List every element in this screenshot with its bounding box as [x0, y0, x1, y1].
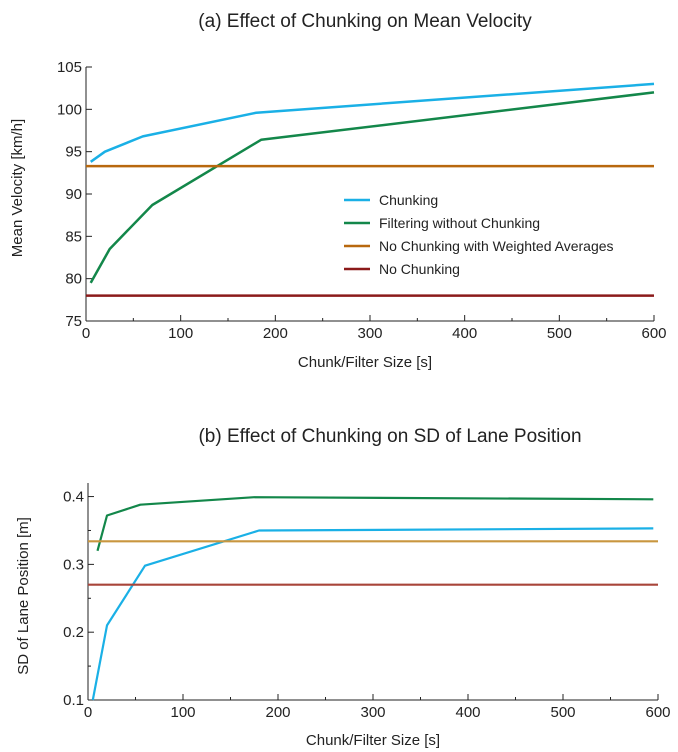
- chart-b: (b) Effect of Chunking on SD of Lane Pos…: [15, 426, 671, 749]
- chart-a-series: [86, 82, 655, 297]
- chart-a: (a) Effect of Chunking on Mean Velocity …: [9, 11, 667, 371]
- y-tick-label: 80: [65, 271, 82, 288]
- x-tick-label: 500: [550, 704, 575, 721]
- x-tick-label: 0: [84, 704, 92, 721]
- x-tick-label: 100: [170, 704, 195, 721]
- legend-entry: No Chunking: [379, 261, 460, 277]
- legend-entry: Filtering without Chunking: [379, 215, 540, 231]
- y-tick-label: 75: [65, 313, 82, 330]
- y-tick-label: 85: [65, 228, 82, 245]
- x-tick-label: 0: [82, 325, 90, 342]
- x-tick-label: 400: [452, 325, 477, 342]
- chart-b-y-axis-label: SD of Lane Position [m]: [15, 517, 32, 675]
- chart-a-title: (a) Effect of Chunking on Mean Velocity: [198, 11, 532, 32]
- y-tick-label: 0.4: [63, 489, 84, 506]
- y-tick-label: 0.2: [63, 624, 84, 641]
- series-line-1: [91, 527, 654, 701]
- series-line-0: [96, 496, 654, 552]
- x-tick-label: 600: [645, 704, 670, 721]
- chart-a-legend: Chunking Filtering without Chunking No Chu…: [344, 192, 614, 277]
- legend-entry: Chunking: [379, 192, 438, 208]
- y-tick-label: 0.1: [63, 692, 84, 709]
- chart-b-x-axis-label: Chunk/Filter Size [s]: [306, 732, 440, 749]
- y-tick-label: 95: [65, 144, 82, 161]
- x-tick-label: 300: [360, 704, 385, 721]
- x-tick-label: 300: [357, 325, 382, 342]
- chart-a-y-axis-label: Mean Velocity [km/h]: [9, 119, 26, 257]
- chart-a-x-axis-label: Chunk/Filter Size [s]: [298, 354, 432, 371]
- chart-b-title: (b) Effect of Chunking on SD of Lane Pos…: [198, 426, 581, 447]
- x-tick-label: 200: [263, 325, 288, 342]
- x-tick-label: 100: [168, 325, 193, 342]
- chart-b-series: [88, 496, 658, 701]
- chart-a-axes: 75 80 85 90 95 100 105 0 100 200 300 400 500 600: [57, 59, 667, 342]
- x-tick-label: 400: [455, 704, 480, 721]
- series-line-0: [89, 82, 655, 163]
- series-line-1: [89, 91, 655, 284]
- legend-entry: No Chunking with Weighted Averages: [379, 238, 614, 254]
- chart-b-axes: 0.1 0.2 0.3 0.4 0 100 200 300 400 500 600: [63, 483, 671, 721]
- x-tick-label: 600: [641, 325, 666, 342]
- y-tick-label: 105: [57, 59, 82, 76]
- x-tick-label: 500: [547, 325, 572, 342]
- y-tick-label: 0.3: [63, 556, 84, 573]
- x-tick-label: 200: [265, 704, 290, 721]
- y-tick-label: 100: [57, 101, 82, 118]
- y-tick-label: 90: [65, 186, 82, 203]
